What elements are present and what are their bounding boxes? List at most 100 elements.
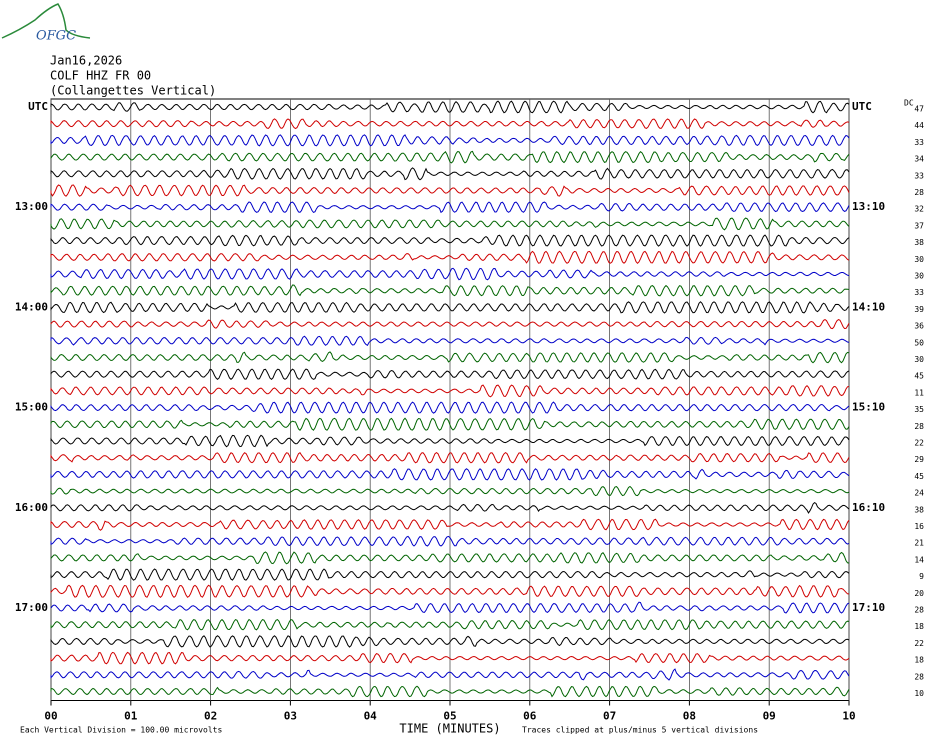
x-tick-label: 08: [683, 710, 696, 723]
trace: [50, 319, 850, 330]
x-axis-title: TIME (MINUTES): [399, 722, 500, 736]
dc-value: 9: [919, 572, 924, 581]
dc-value: 50: [914, 338, 924, 347]
x-tick-label: 04: [364, 710, 378, 723]
trace: [50, 118, 850, 130]
trace: [50, 518, 850, 531]
trace: [50, 167, 850, 181]
dc-value: 29: [914, 455, 924, 464]
x-tick-label: 10: [842, 710, 855, 723]
trace: [50, 535, 850, 547]
time-label-left: UTC: [28, 100, 48, 113]
dc-value: 45: [914, 472, 924, 481]
trace: [50, 501, 850, 514]
trace: [50, 618, 850, 631]
x-tick-label: 09: [763, 710, 776, 723]
trace: [50, 284, 850, 297]
x-tick-label: 06: [523, 710, 537, 723]
trace: [50, 551, 850, 565]
x-tick-label: 07: [603, 710, 616, 723]
trace: [50, 451, 850, 464]
logo: OFGC: [1, 3, 91, 44]
trace: [50, 417, 850, 431]
dc-value: 39: [914, 305, 924, 314]
dc-value: 32: [914, 205, 924, 214]
dc-value: 11: [914, 388, 924, 397]
location: (Collangettes Vertical): [50, 84, 216, 98]
trace: [50, 685, 850, 698]
x-tick-label: 05: [443, 710, 456, 723]
trace: [50, 368, 850, 380]
x-tick-label: 03: [284, 710, 297, 723]
dc-value: 28: [914, 606, 924, 615]
trace: [50, 234, 850, 247]
trace: [50, 335, 850, 346]
x-tick-label: 01: [124, 710, 138, 723]
trace: [50, 584, 850, 598]
dc-value: 18: [914, 656, 924, 665]
time-label-right: 16:10: [852, 501, 885, 514]
time-label-right: 14:10: [852, 300, 885, 313]
scale-note: Each Vertical Division = 100.00 microvol…: [20, 726, 222, 735]
dc-value: 47: [914, 105, 924, 114]
trace: [50, 401, 850, 414]
time-label-left: 14:00: [15, 300, 48, 313]
dc-value: 28: [914, 672, 924, 681]
time-label-left: 16:00: [15, 501, 48, 514]
dc-value: 30: [914, 355, 924, 364]
time-label-right: 17:10: [852, 601, 885, 614]
dc-value: 38: [914, 505, 924, 514]
dc-value: 36: [914, 322, 924, 331]
dc-value: 45: [914, 372, 924, 381]
trace: [50, 568, 850, 581]
station: COLF HHZ FR 00: [50, 69, 151, 83]
dc-value: 28: [914, 188, 924, 197]
trace: [50, 217, 850, 231]
logo-text: OFGC: [36, 29, 76, 44]
clip-note: Traces clipped at plus/minus 5 vertical …: [522, 726, 758, 735]
dc-label: DC: [904, 99, 914, 108]
trace: [50, 301, 850, 314]
x-tick-label: 00: [44, 710, 57, 723]
dc-value: 22: [914, 439, 924, 448]
dc-value: 34: [914, 155, 924, 164]
trace: [50, 351, 850, 364]
time-label-left: 15:00: [15, 401, 48, 414]
time-label-left: 13:00: [15, 200, 48, 213]
x-tick-label: 02: [204, 710, 217, 723]
dc-value: 21: [914, 539, 924, 548]
dc-value: 35: [914, 405, 924, 414]
trace: [50, 201, 850, 214]
trace: [50, 134, 850, 147]
dc-value: 14: [914, 555, 924, 564]
trace: [50, 250, 850, 265]
trace: [50, 384, 850, 398]
dc-value: 30: [914, 255, 924, 264]
trace: [50, 668, 850, 681]
dc-value: 16: [914, 522, 924, 531]
trace: [50, 434, 850, 448]
dc-value: 38: [914, 238, 924, 247]
trace: [50, 184, 850, 197]
trace: [50, 468, 850, 481]
trace: [50, 635, 850, 648]
time-label-left: 17:00: [15, 601, 48, 614]
dc-value: 20: [914, 589, 924, 598]
dc-value: 33: [914, 171, 924, 180]
trace: [50, 651, 850, 665]
trace: [50, 100, 850, 114]
dc-value: 33: [914, 138, 924, 147]
time-label-right: 13:10: [852, 200, 885, 213]
dc-value: 24: [914, 489, 924, 498]
date: Jan16,2026: [50, 54, 122, 68]
trace: [50, 150, 850, 164]
dc-value: 30: [914, 272, 924, 281]
trace: [50, 485, 850, 497]
trace: [50, 267, 850, 281]
dc-value: 33: [914, 288, 924, 297]
dc-value: 22: [914, 639, 924, 648]
time-label-right: UTC: [852, 100, 872, 113]
dc-value: 37: [914, 221, 924, 230]
dc-value: 44: [914, 121, 924, 130]
